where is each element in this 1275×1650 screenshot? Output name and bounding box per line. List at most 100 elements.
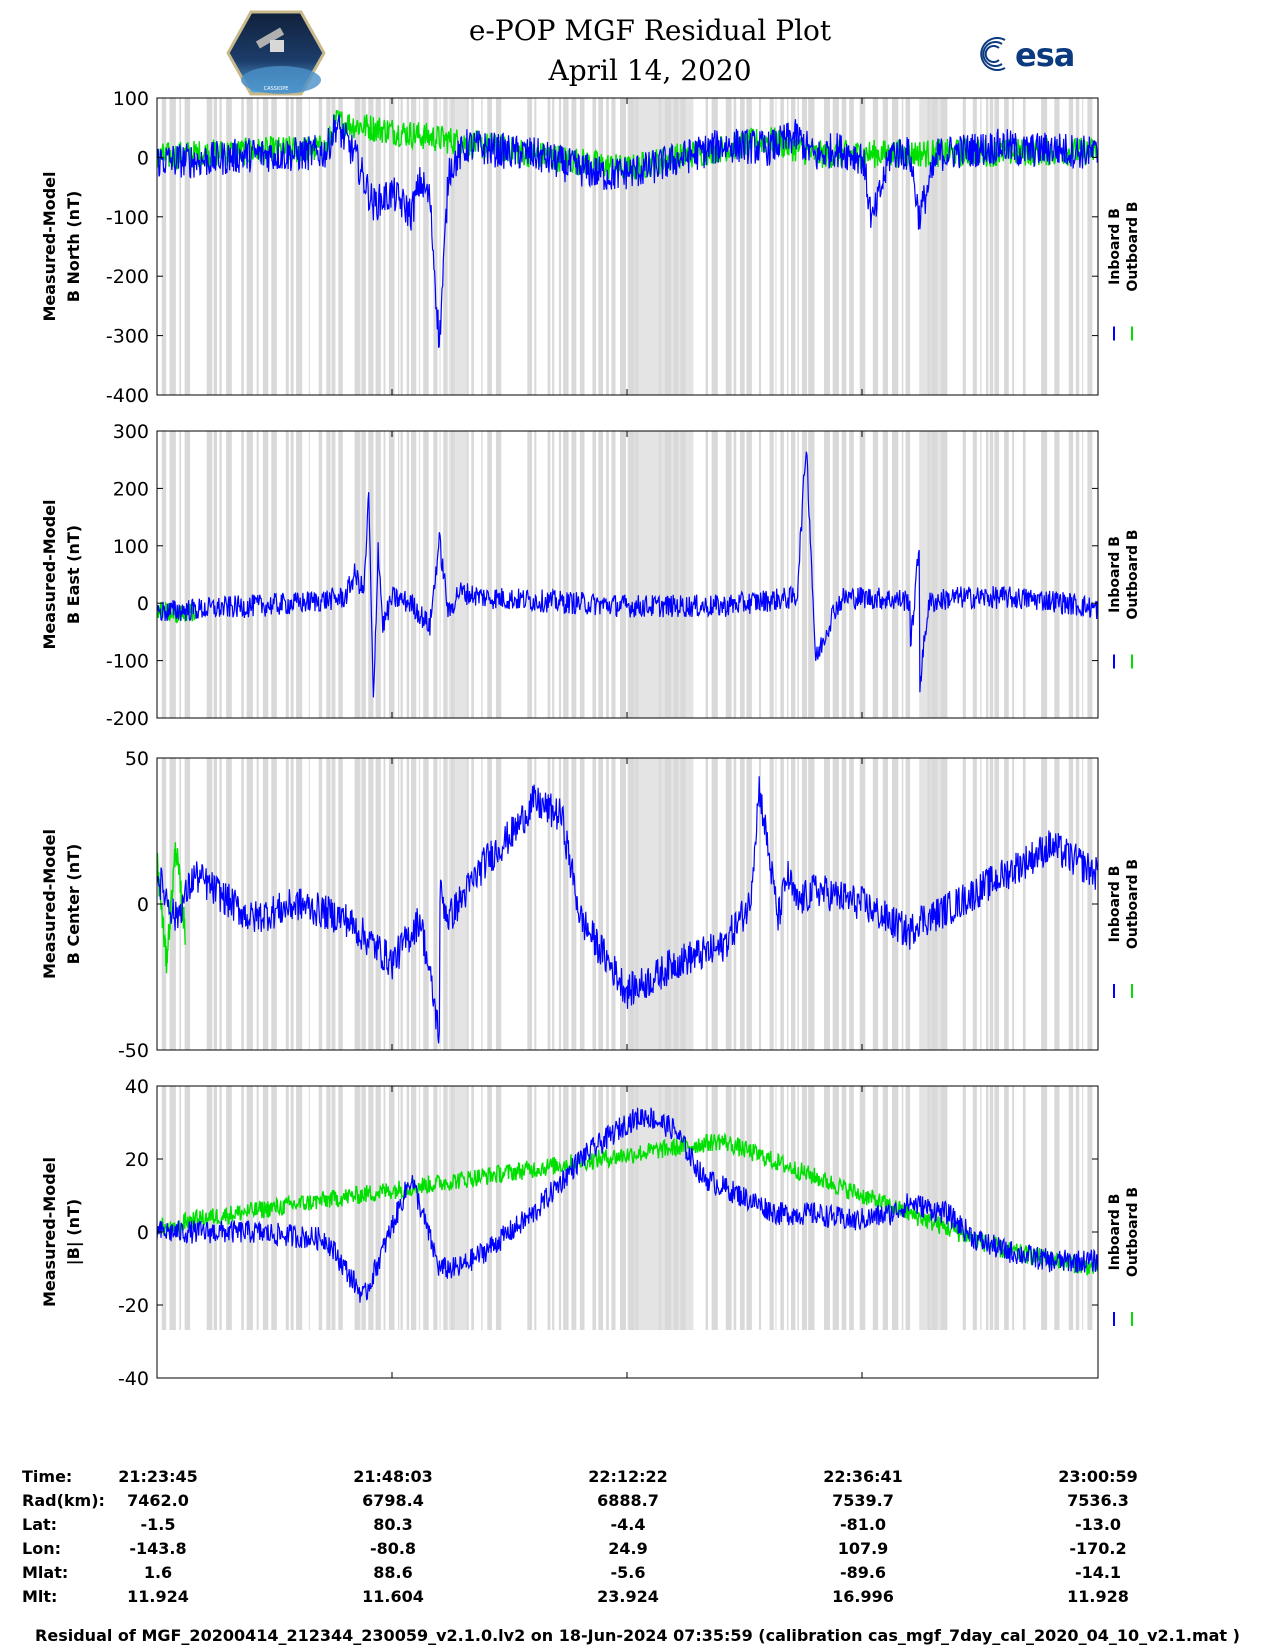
data-gap-band bbox=[994, 758, 1000, 1050]
data-gap-band bbox=[368, 1086, 374, 1330]
legend-outboard-center: Outboard B bbox=[1125, 859, 1141, 949]
data-gap-band bbox=[705, 758, 708, 1050]
data-gap-band bbox=[466, 758, 469, 1050]
data-gap-band bbox=[962, 431, 966, 718]
data-gap-band bbox=[184, 758, 191, 1050]
data-gap-band bbox=[725, 98, 732, 395]
y-tick-label: -50 bbox=[118, 1040, 149, 1062]
legend-inboard-north: Inboard B bbox=[1107, 208, 1123, 285]
data-gap-band bbox=[1054, 1086, 1060, 1330]
data-gap-band bbox=[841, 431, 847, 718]
data-gap-band bbox=[552, 758, 555, 1050]
data-gap-band bbox=[338, 758, 343, 1050]
data-gap-band bbox=[994, 431, 1000, 718]
data-gap-band bbox=[901, 758, 904, 1050]
data-gap-band bbox=[797, 98, 799, 395]
data-gap-band bbox=[579, 431, 585, 718]
data-gap-band bbox=[1012, 431, 1015, 718]
ephemeris-value: 21:48:03 bbox=[353, 1467, 433, 1486]
data-gap-band bbox=[318, 98, 323, 395]
data-gap-band bbox=[859, 758, 866, 1050]
data-gap-band bbox=[241, 1086, 244, 1330]
data-gap-band bbox=[1012, 98, 1015, 395]
data-gap-band bbox=[619, 431, 626, 718]
data-gap-band bbox=[872, 98, 879, 395]
ephemeris-value: 7462.0 bbox=[127, 1491, 189, 1510]
data-gap-band bbox=[859, 1086, 866, 1330]
ephemeris-label-lon: Lon: bbox=[22, 1539, 61, 1558]
data-gap-band bbox=[398, 431, 400, 718]
data-gap-band bbox=[1004, 758, 1009, 1050]
data-gap-band bbox=[1082, 98, 1084, 395]
data-gap-band bbox=[558, 98, 562, 395]
series-inboard-line bbox=[157, 451, 1098, 698]
data-gap-band bbox=[213, 431, 218, 718]
data-gap-band bbox=[443, 98, 448, 395]
data-gap-band bbox=[824, 98, 831, 395]
data-gap-band bbox=[169, 98, 176, 395]
ylabel-east-line2: B East (nT) bbox=[64, 525, 83, 624]
data-gap-band bbox=[733, 98, 737, 395]
data-gap-band bbox=[905, 758, 911, 1050]
data-gap-band bbox=[262, 431, 269, 718]
data-gap-band bbox=[832, 431, 839, 718]
data-gap-band bbox=[406, 431, 410, 718]
data-gap-band bbox=[433, 758, 438, 1050]
data-gap-band bbox=[383, 431, 386, 718]
data-gap-band bbox=[1023, 431, 1026, 718]
data-gap-band bbox=[406, 758, 410, 1050]
data-gap-band bbox=[271, 431, 277, 718]
data-gap-band bbox=[418, 431, 420, 718]
y-tick-label: 0 bbox=[137, 1222, 149, 1244]
data-gap-band bbox=[571, 758, 577, 1050]
data-gap-band bbox=[338, 1086, 343, 1330]
data-gap-band bbox=[986, 431, 989, 718]
data-gap-band bbox=[733, 1086, 737, 1330]
data-gap-band bbox=[725, 758, 732, 1050]
data-gap-band bbox=[534, 431, 537, 718]
data-gap-band bbox=[448, 1086, 468, 1330]
data-gap-band bbox=[598, 758, 604, 1050]
data-gap-band bbox=[705, 1086, 708, 1330]
data-gap-band bbox=[579, 1086, 585, 1330]
data-gap-band bbox=[1041, 431, 1048, 718]
series-outboard-line bbox=[157, 1131, 1098, 1276]
data-gap-band bbox=[746, 431, 752, 718]
data-gap-band bbox=[1075, 758, 1080, 1050]
data-gap-band bbox=[354, 98, 361, 395]
data-gap-band bbox=[471, 1086, 474, 1330]
data-gap-band bbox=[487, 431, 492, 718]
cassiope-logo: CASSIOPE bbox=[226, 10, 326, 96]
data-gap-band bbox=[1087, 1086, 1093, 1330]
data-gap-band bbox=[769, 1086, 774, 1330]
data-gap-band bbox=[849, 98, 854, 395]
data-gap-band bbox=[331, 758, 336, 1050]
data-gap-band bbox=[418, 758, 420, 1050]
data-gap-band bbox=[552, 431, 555, 718]
data-gap-band bbox=[256, 1086, 259, 1330]
y-tick-label: -20 bbox=[118, 1295, 149, 1317]
ephemeris-label-time: Time: bbox=[22, 1467, 73, 1486]
data-gap-band bbox=[433, 98, 438, 395]
data-gap-band bbox=[552, 98, 555, 395]
data-gap-band bbox=[849, 1086, 854, 1330]
data-gap-band bbox=[986, 1086, 989, 1330]
data-gap-band bbox=[466, 1086, 469, 1330]
ephemeris-value: 16.996 bbox=[832, 1587, 894, 1606]
data-gap-band bbox=[271, 1086, 277, 1330]
data-gap-band bbox=[443, 1086, 448, 1330]
data-gap-band bbox=[361, 1086, 366, 1330]
data-gap-band bbox=[1087, 758, 1093, 1050]
data-gap-band bbox=[905, 98, 911, 395]
data-gap-band bbox=[487, 758, 492, 1050]
data-gap-band bbox=[901, 431, 904, 718]
esa-logo: esa bbox=[975, 34, 1095, 74]
ephemeris-value: 7536.3 bbox=[1067, 1491, 1129, 1510]
data-gap-band bbox=[547, 431, 551, 718]
ephemeris-value: -170.2 bbox=[1069, 1539, 1127, 1558]
data-gap-band bbox=[1082, 431, 1084, 718]
data-gap-band bbox=[326, 1086, 331, 1330]
data-gap-band bbox=[619, 98, 626, 395]
data-gap-band bbox=[786, 431, 789, 718]
